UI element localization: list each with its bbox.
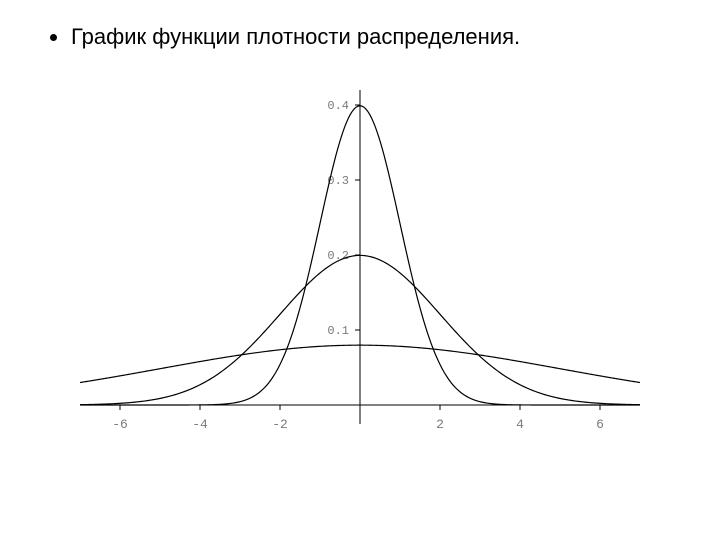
slide: График функции плотности распределения. …: [0, 0, 720, 540]
svg-text:0.4: 0.4: [327, 99, 349, 113]
svg-text:-4: -4: [192, 417, 208, 432]
slide-title: График функции плотности распределения.: [71, 24, 520, 50]
title-bullet-line: График функции плотности распределения.: [50, 24, 520, 50]
density-chart: -6-4-22460.10.20.30.4: [60, 80, 660, 480]
svg-text:6: 6: [596, 417, 604, 432]
chart-svg: -6-4-22460.10.20.30.4: [60, 80, 660, 480]
svg-text:4: 4: [516, 417, 524, 432]
svg-text:-6: -6: [112, 417, 128, 432]
bullet-icon: [50, 34, 57, 41]
svg-text:2: 2: [436, 417, 444, 432]
svg-text:-2: -2: [272, 417, 288, 432]
svg-text:0.1: 0.1: [327, 324, 349, 338]
